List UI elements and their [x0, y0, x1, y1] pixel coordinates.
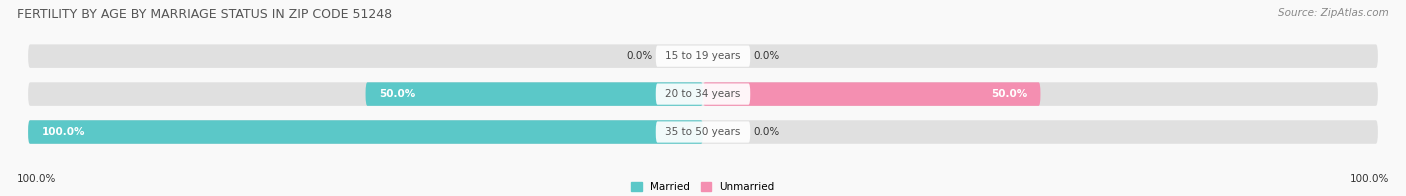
FancyBboxPatch shape — [655, 121, 751, 143]
Text: 100.0%: 100.0% — [17, 174, 56, 184]
Text: FERTILITY BY AGE BY MARRIAGE STATUS IN ZIP CODE 51248: FERTILITY BY AGE BY MARRIAGE STATUS IN Z… — [17, 8, 392, 21]
FancyBboxPatch shape — [28, 120, 703, 144]
Text: 100.0%: 100.0% — [1350, 174, 1389, 184]
FancyBboxPatch shape — [28, 120, 1378, 144]
Text: 35 to 50 years: 35 to 50 years — [665, 127, 741, 137]
FancyBboxPatch shape — [366, 82, 703, 106]
Text: Source: ZipAtlas.com: Source: ZipAtlas.com — [1278, 8, 1389, 18]
Text: 50.0%: 50.0% — [380, 89, 415, 99]
Text: 50.0%: 50.0% — [991, 89, 1026, 99]
Legend: Married, Unmarried: Married, Unmarried — [631, 182, 775, 192]
FancyBboxPatch shape — [28, 44, 1378, 68]
Text: 15 to 19 years: 15 to 19 years — [665, 51, 741, 61]
Text: 0.0%: 0.0% — [626, 51, 652, 61]
Text: 0.0%: 0.0% — [754, 51, 780, 61]
FancyBboxPatch shape — [655, 45, 751, 67]
FancyBboxPatch shape — [703, 82, 1040, 106]
Text: 0.0%: 0.0% — [754, 127, 780, 137]
FancyBboxPatch shape — [28, 82, 1378, 106]
Text: 20 to 34 years: 20 to 34 years — [665, 89, 741, 99]
Text: 100.0%: 100.0% — [42, 127, 86, 137]
FancyBboxPatch shape — [655, 83, 751, 105]
